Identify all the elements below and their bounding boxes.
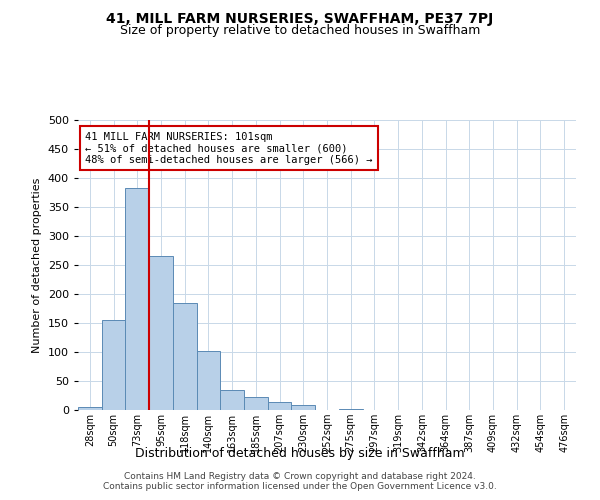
Text: Contains public sector information licensed under the Open Government Licence v3: Contains public sector information licen… — [103, 482, 497, 491]
Bar — [197, 352, 220, 410]
Y-axis label: Number of detached properties: Number of detached properties — [32, 178, 42, 352]
Bar — [244, 397, 268, 410]
Text: Size of property relative to detached houses in Swaffham: Size of property relative to detached ho… — [120, 24, 480, 37]
Text: Contains HM Land Registry data © Crown copyright and database right 2024.: Contains HM Land Registry data © Crown c… — [124, 472, 476, 481]
Bar — [292, 406, 315, 410]
Text: 41 MILL FARM NURSERIES: 101sqm
← 51% of detached houses are smaller (600)
48% of: 41 MILL FARM NURSERIES: 101sqm ← 51% of … — [85, 132, 373, 165]
Bar — [149, 256, 173, 410]
Bar — [102, 320, 125, 410]
Bar — [339, 409, 362, 410]
Bar — [173, 302, 197, 410]
Bar — [268, 402, 292, 410]
Text: Distribution of detached houses by size in Swaffham: Distribution of detached houses by size … — [135, 448, 465, 460]
Bar — [78, 407, 102, 410]
Bar — [220, 390, 244, 410]
Bar — [125, 188, 149, 410]
Text: 41, MILL FARM NURSERIES, SWAFFHAM, PE37 7PJ: 41, MILL FARM NURSERIES, SWAFFHAM, PE37 … — [106, 12, 494, 26]
